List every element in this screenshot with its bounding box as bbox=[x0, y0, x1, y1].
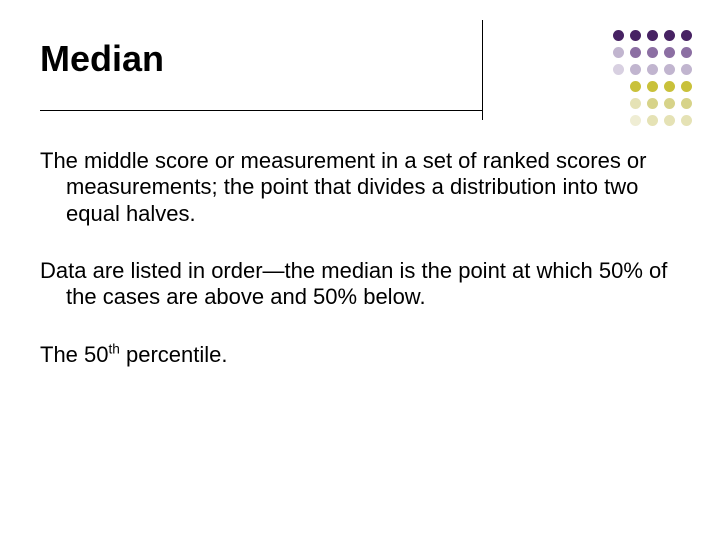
dot-icon bbox=[647, 64, 658, 75]
title-vertical-rule bbox=[482, 20, 483, 120]
dot-icon bbox=[664, 98, 675, 109]
dot-icon bbox=[664, 81, 675, 92]
dot-icon bbox=[613, 30, 624, 41]
dot-icon bbox=[647, 47, 658, 58]
dot-icon bbox=[664, 64, 675, 75]
dot-icon bbox=[681, 30, 692, 41]
dot-row-6 bbox=[613, 115, 692, 126]
dot-icon bbox=[681, 64, 692, 75]
dot-icon bbox=[613, 47, 624, 58]
dot-icon bbox=[647, 81, 658, 92]
dot-row-3 bbox=[613, 64, 692, 75]
paragraph-1-text: The middle score or measurement in a set… bbox=[40, 148, 680, 227]
corner-dot-decoration bbox=[613, 30, 692, 126]
dot-icon bbox=[681, 81, 692, 92]
slide: Median bbox=[0, 0, 720, 540]
header: Median bbox=[40, 38, 680, 108]
paragraph-2-text: Data are listed in order—the median is t… bbox=[40, 258, 680, 311]
paragraph-2: Data are listed in order—the median is t… bbox=[40, 258, 680, 311]
dot-icon bbox=[630, 30, 641, 41]
dot-icon bbox=[647, 30, 658, 41]
dot-icon bbox=[664, 47, 675, 58]
dot-icon bbox=[647, 115, 658, 126]
dot-row-5 bbox=[613, 98, 692, 109]
paragraph-1: The middle score or measurement in a set… bbox=[40, 148, 680, 227]
dot-icon bbox=[664, 30, 675, 41]
p3-pre: The 50 bbox=[40, 342, 109, 367]
dot-icon bbox=[630, 98, 641, 109]
dot-icon bbox=[630, 47, 641, 58]
dot-row-2 bbox=[613, 47, 692, 58]
dot-icon bbox=[681, 115, 692, 126]
dot-icon bbox=[630, 64, 641, 75]
dot-icon bbox=[647, 98, 658, 109]
dot-icon bbox=[613, 64, 624, 75]
dot-row-1 bbox=[613, 30, 692, 41]
slide-title: Median bbox=[40, 38, 680, 80]
dot-icon bbox=[681, 98, 692, 109]
dot-icon bbox=[630, 81, 641, 92]
p3-superscript: th bbox=[109, 342, 120, 357]
paragraph-3: The 50th percentile. bbox=[40, 342, 680, 368]
dot-icon bbox=[681, 47, 692, 58]
paragraph-3-text: The 50th percentile. bbox=[40, 342, 680, 368]
dot-icon bbox=[664, 115, 675, 126]
dot-row-4 bbox=[613, 81, 692, 92]
p3-post: percentile. bbox=[120, 342, 228, 367]
title-underline bbox=[40, 110, 482, 111]
dot-icon bbox=[630, 115, 641, 126]
